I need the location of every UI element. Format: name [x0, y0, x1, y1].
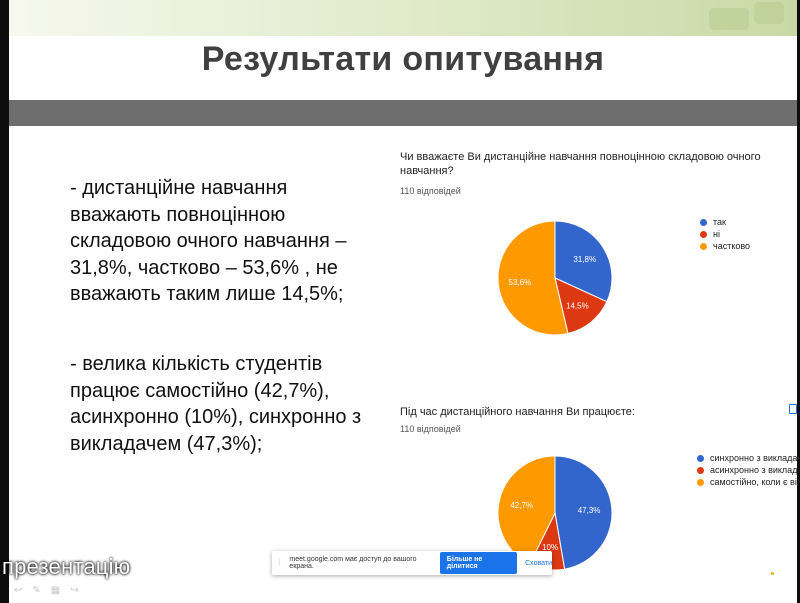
- left-window-edge: [0, 0, 9, 603]
- slice-label: 53,6%: [509, 278, 532, 287]
- chart1-question-line: навчання?: [400, 165, 454, 177]
- puzzle-decoration: [709, 8, 749, 30]
- bullet-1: - дистанційне навчання вважають повноцін…: [70, 175, 346, 308]
- chart1-question-line: Чи вважаєте Ви дистанційне навчання повн…: [400, 151, 761, 163]
- slides-icon[interactable]: ▦: [50, 585, 61, 596]
- slide-title: Результати опитування: [201, 40, 605, 78]
- legend-swatch: [700, 230, 707, 238]
- chart1-response-count: 110 відповідей: [400, 186, 461, 196]
- bullet-2-line: працює самостійно (42,7%),: [70, 379, 330, 402]
- pie-slice-2: [554, 277, 608, 335]
- slide-toolbar: ↩ ✎ ▦ ↪: [14, 585, 79, 596]
- legend-item: самостійно, коли є вільний: [697, 476, 800, 488]
- slice-label: 42,7%: [510, 501, 533, 510]
- chart2-legend: синхронно з викладачем асинхронно з викла…: [697, 452, 800, 488]
- legend-swatch: [697, 466, 704, 474]
- bullet-1-line: - дистанційне навчання: [70, 177, 288, 199]
- chart2-pie: 47,3% 10% 42,7%: [497, 455, 613, 571]
- bullet-1-line: 31,8%, частково – 53,6% , не: [70, 256, 338, 279]
- legend-label: самостійно, коли є вільний: [710, 477, 800, 487]
- bullet-2-line: - велика кількість студентів: [70, 353, 323, 375]
- legend-label: синхронно з викладачем: [710, 453, 800, 463]
- legend-swatch: [697, 454, 704, 462]
- hide-link[interactable]: Сховати: [525, 559, 552, 567]
- stop-sharing-button[interactable]: Більше не ділитися: [439, 552, 518, 574]
- slide-header-band: [9, 0, 797, 36]
- chart2-question: Під час дистанційного навчання Ви працює…: [400, 406, 635, 418]
- bullet-2-line: викладачем (47,3%);: [70, 432, 263, 455]
- pie-slice-1: [554, 455, 613, 570]
- chart2-response-count: 110 відповідей: [400, 424, 461, 434]
- legend-item: так: [700, 216, 750, 228]
- slice-label: 47,3%: [578, 506, 601, 515]
- share-status-text: meet.google.com має доступ до вашого екр…: [289, 556, 417, 570]
- legend-label: ні: [713, 229, 720, 239]
- legend-swatch: [700, 242, 707, 250]
- right-window-edge: [797, 0, 800, 603]
- legend-item: синхронно з викладачем: [697, 452, 800, 464]
- legend-item: частково: [700, 240, 750, 252]
- pie-slice-1: [554, 220, 613, 303]
- bullet-1-line: складовою очного навчання –: [70, 230, 347, 252]
- slice-label: 14,5%: [566, 301, 589, 310]
- bullet-1-line: вважають повноцінною: [70, 203, 286, 226]
- prev-icon[interactable]: ↩: [14, 585, 23, 596]
- drag-handle-icon[interactable]: ⁞: [278, 559, 281, 567]
- next-icon[interactable]: ↪: [70, 585, 79, 596]
- chart1-legend: так ні частково: [700, 216, 750, 252]
- pen-icon[interactable]: ✎: [32, 585, 41, 596]
- slice-label: 31,8%: [573, 255, 596, 264]
- copy-icon[interactable]: [789, 404, 797, 414]
- cursor-dot: [771, 572, 774, 575]
- legend-label: асинхронно з викладачем: [710, 465, 800, 475]
- slide-divider-bar: [9, 100, 797, 126]
- pie-slice-3: [497, 220, 569, 336]
- legend-label: частково: [713, 241, 751, 251]
- chart1-question: Чи вважаєте Ви дистанційне навчання повн…: [400, 150, 761, 178]
- screen-share-bar: ⁞ meet.google.com має доступ до вашого е…: [272, 551, 552, 575]
- bullet-2-line: асинхронно (10%), синхронно з: [70, 406, 362, 428]
- bullet-1-line: вважають таким лише 14,5%;: [70, 283, 344, 305]
- legend-swatch: [697, 478, 704, 486]
- legend-item: ні: [700, 228, 750, 240]
- puzzle-decoration: [754, 2, 784, 24]
- legend-label: так: [713, 217, 726, 227]
- legend-item: асинхронно з викладачем: [697, 464, 800, 476]
- presenting-label: презентацію: [2, 554, 131, 579]
- bullet-2: - велика кількість студентів працює само…: [70, 351, 361, 457]
- legend-swatch: [700, 218, 707, 226]
- slice-label: 10%: [542, 543, 558, 552]
- chart1-pie: 31,8% 14,5% 53,6%: [497, 220, 613, 336]
